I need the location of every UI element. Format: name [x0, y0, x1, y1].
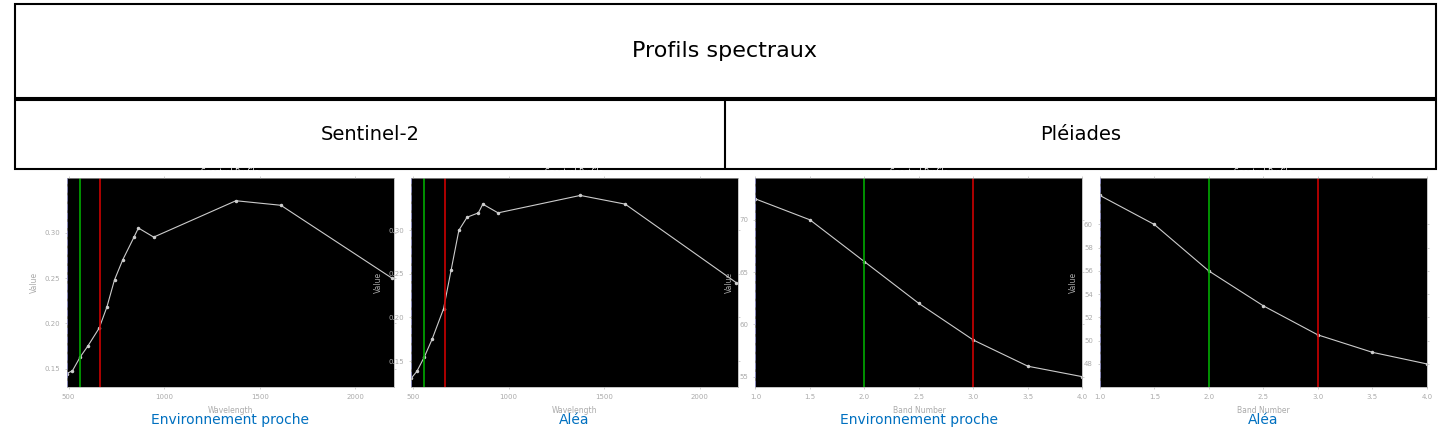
Text: Environnement proche: Environnement proche — [151, 413, 309, 427]
X-axis label: Band Number: Band Number — [1237, 406, 1289, 415]
X-axis label: Band Number: Band Number — [893, 406, 945, 415]
FancyBboxPatch shape — [14, 100, 1436, 169]
Title: Spectral Profile: Spectral Profile — [545, 168, 603, 177]
Text: Aléa: Aléa — [560, 413, 590, 427]
Text: Environnement proche: Environnement proche — [840, 413, 998, 427]
Y-axis label: Value: Value — [725, 272, 734, 293]
Y-axis label: Value: Value — [29, 272, 39, 293]
Title: Spectral Profile: Spectral Profile — [1234, 168, 1292, 177]
Text: Profils spectraux: Profils spectraux — [632, 41, 818, 61]
Text: Aléa: Aléa — [1248, 413, 1279, 427]
Title: Spectral Profile: Spectral Profile — [202, 168, 260, 177]
Title: Spectral Profile: Spectral Profile — [890, 168, 948, 177]
X-axis label: Wavelength: Wavelength — [552, 406, 597, 415]
Y-axis label: Value: Value — [1069, 272, 1079, 293]
FancyBboxPatch shape — [14, 4, 1436, 98]
Text: Pléiades: Pléiades — [1040, 125, 1121, 144]
Y-axis label: Value: Value — [374, 272, 383, 293]
Text: Sentinel-2: Sentinel-2 — [320, 125, 419, 144]
X-axis label: Wavelength: Wavelength — [207, 406, 252, 415]
